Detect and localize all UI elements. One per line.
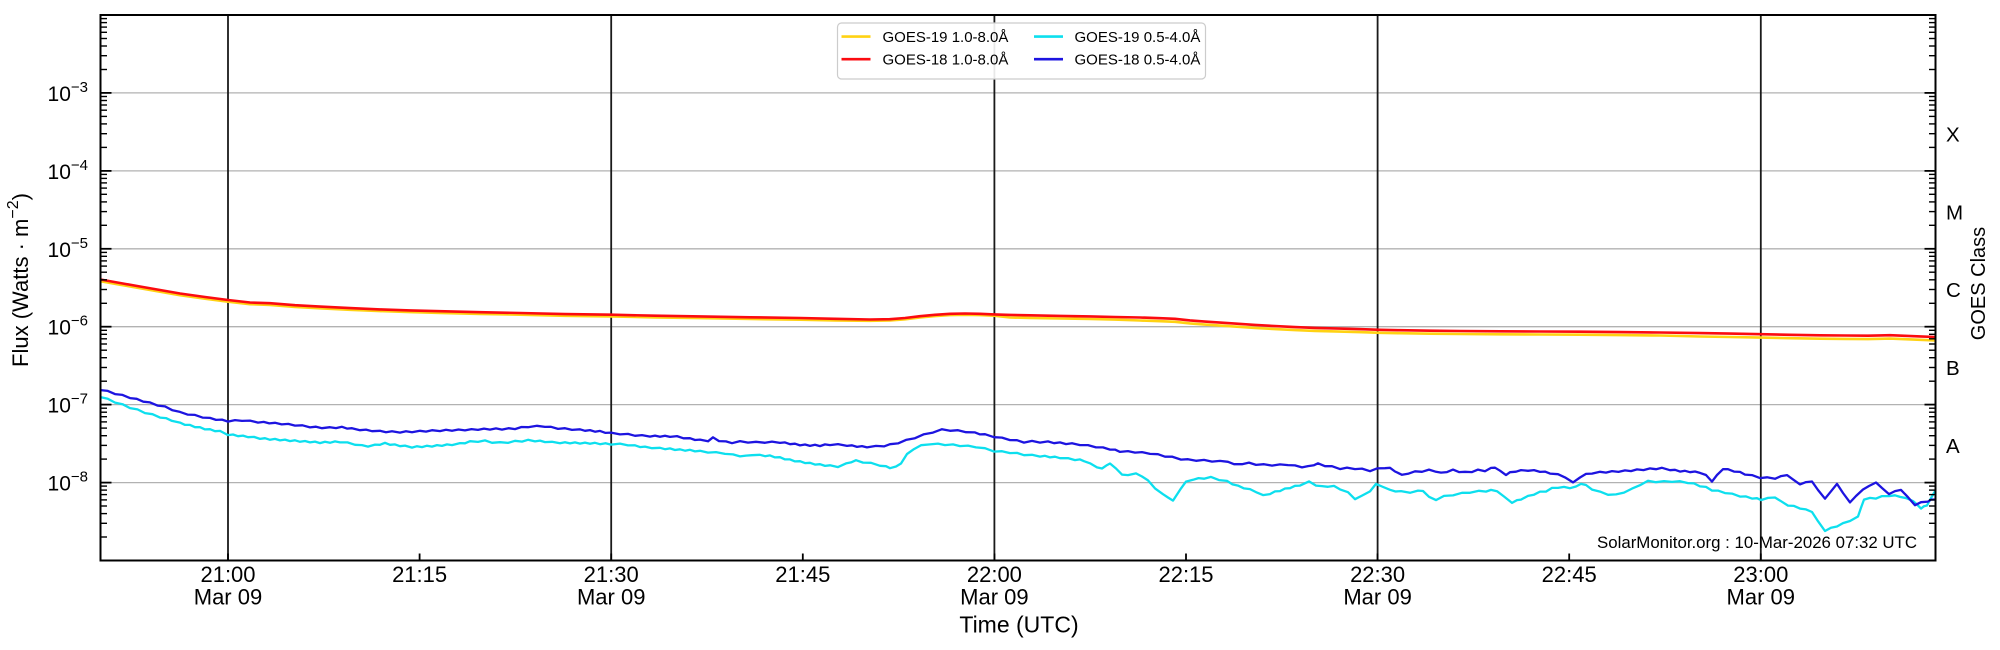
svg-text:SolarMonitor.org : 10-Mar-2026: SolarMonitor.org : 10-Mar-2026 07:32 UTC [1597,533,1917,552]
svg-text:GOES-18 1.0-8.0Å: GOES-18 1.0-8.0Å [883,52,1009,69]
svg-text:22:00: 22:00 [967,562,1022,587]
svg-text:22:45: 22:45 [1542,562,1597,587]
svg-text:X: X [1946,123,1960,146]
svg-text:M: M [1946,201,1963,224]
svg-text:21:00: 21:00 [200,562,255,587]
svg-text:22:15: 22:15 [1158,562,1213,587]
svg-text:Mar 09: Mar 09 [1727,585,1795,610]
svg-text:B: B [1946,357,1960,380]
svg-text:GOES-18 0.5-4.0Å: GOES-18 0.5-4.0Å [1075,52,1201,69]
svg-text:21:45: 21:45 [775,562,830,587]
svg-text:Mar 09: Mar 09 [194,585,262,610]
svg-text:Time (UTC): Time (UTC) [959,612,1078,638]
svg-text:A: A [1946,435,1960,458]
svg-text:22:30: 22:30 [1350,562,1405,587]
svg-text:10−3: 10−3 [48,79,88,106]
svg-text:GOES Class: GOES Class [1968,227,1990,340]
svg-text:C: C [1946,279,1961,302]
svg-text:Mar 09: Mar 09 [960,585,1028,610]
svg-text:GOES-19 0.5-4.0Å: GOES-19 0.5-4.0Å [1075,29,1201,46]
svg-text:21:15: 21:15 [392,562,447,587]
svg-text:21:30: 21:30 [584,562,639,587]
svg-text:23:00: 23:00 [1733,562,1788,587]
svg-text:Flux (Watts · m−2): Flux (Watts · m−2) [5,193,33,367]
svg-text:Mar 09: Mar 09 [1343,585,1411,610]
svg-text:Mar 09: Mar 09 [577,585,645,610]
svg-text:GOES-19 1.0-8.0Å: GOES-19 1.0-8.0Å [883,29,1009,46]
